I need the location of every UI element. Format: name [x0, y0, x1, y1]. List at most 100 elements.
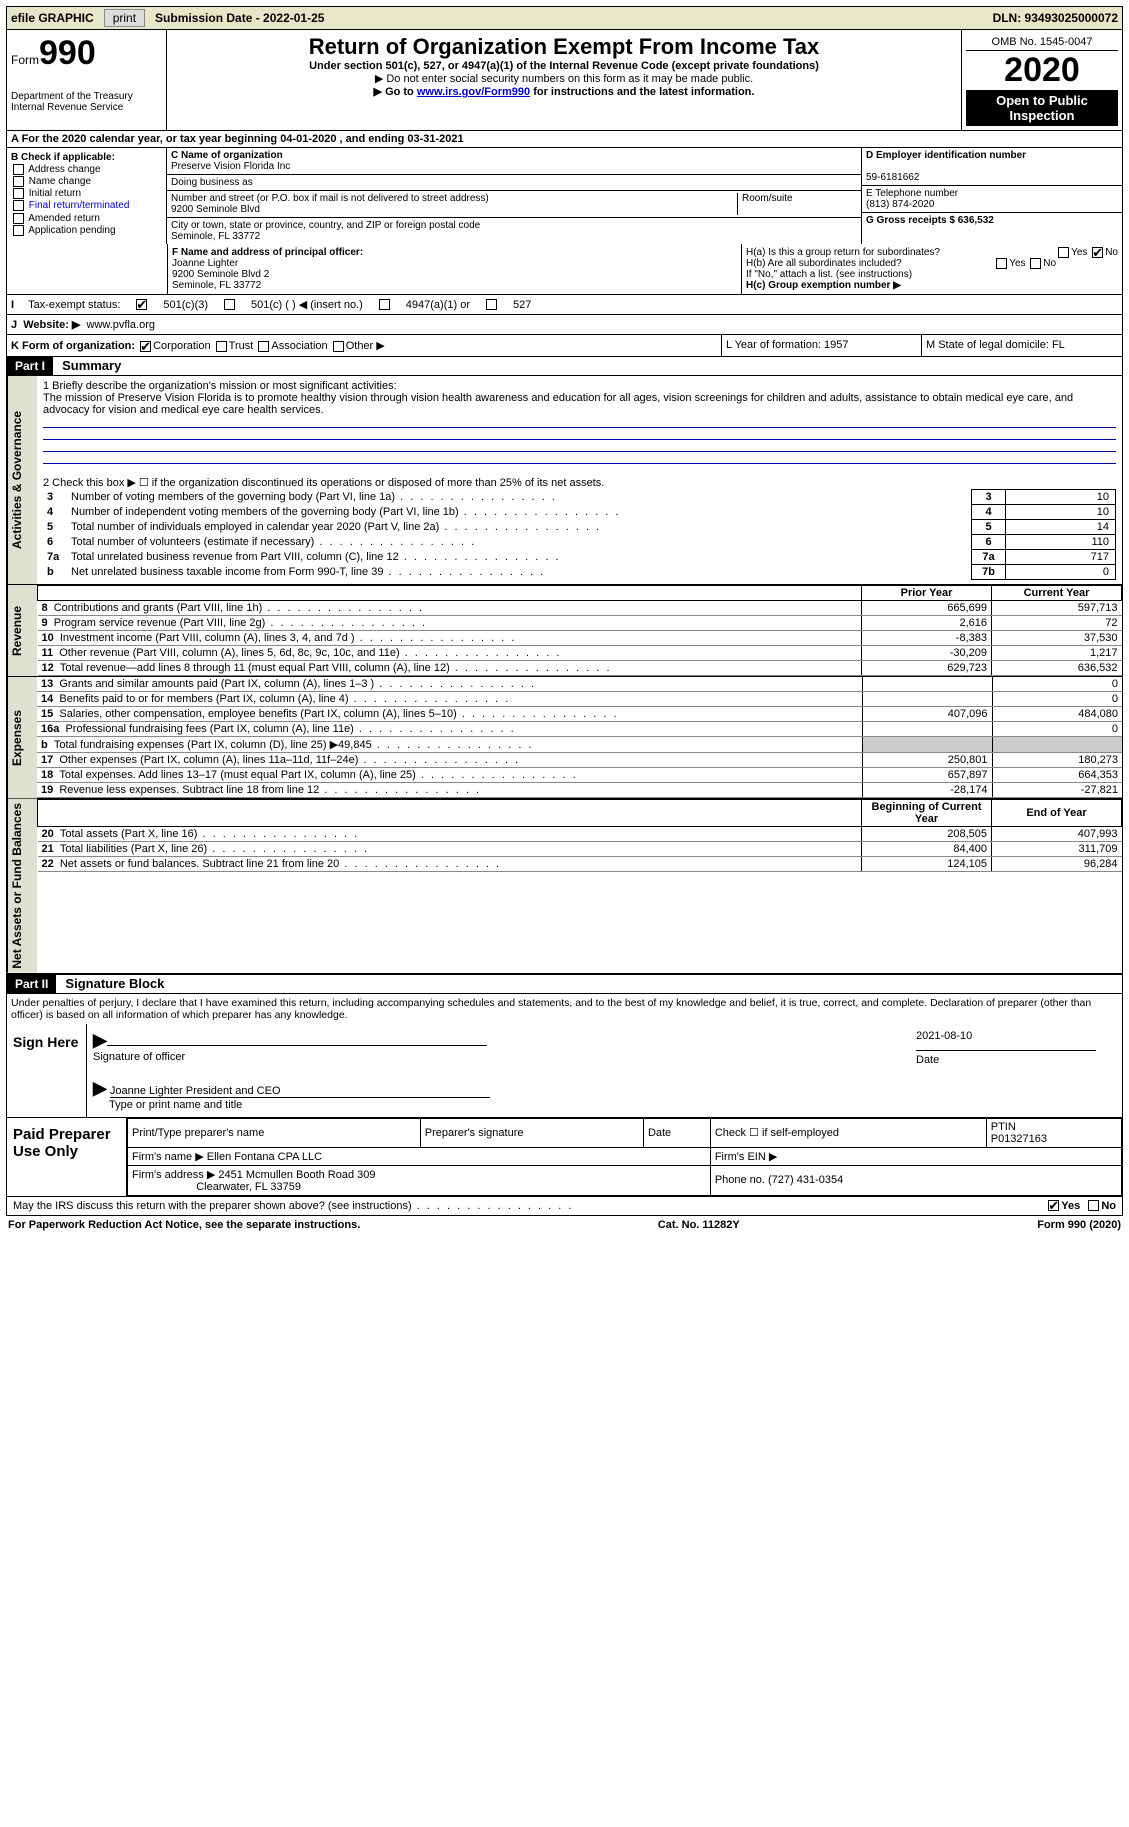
chk-501c[interactable]: [224, 299, 235, 310]
chk-address-change[interactable]: [13, 164, 24, 175]
hc-label: H(c) Group exemption number ▶: [746, 280, 901, 291]
table-row: bNet unrelated business taxable income f…: [43, 565, 1116, 580]
name-title-label: Type or print name and title: [109, 1099, 242, 1111]
dba-label: Doing business as: [171, 177, 253, 188]
table-row: 15 Salaries, other compensation, employe…: [37, 707, 1122, 722]
chk-name-change[interactable]: [13, 176, 24, 187]
city-label: City or town, state or province, country…: [171, 220, 480, 231]
sig-officer-label: Signature of officer: [93, 1051, 185, 1063]
note-goto-post: for instructions and the latest informat…: [530, 86, 754, 98]
side-revenue: Revenue: [7, 585, 37, 676]
note-ssn: ▶ Do not enter social security numbers o…: [171, 72, 957, 85]
c-name-label: C Name of organization: [171, 150, 283, 161]
submission-date: Submission Date - 2022-01-25: [155, 11, 324, 25]
chk-527[interactable]: [486, 299, 497, 310]
org-info-block: B Check if applicable: Address change Na…: [6, 148, 1123, 244]
table-row: 12 Total revenue—add lines 8 through 11 …: [38, 661, 1122, 676]
revenue-block: Revenue Prior YearCurrent Year 8 Contrib…: [6, 585, 1123, 677]
chk-trust[interactable]: [216, 341, 227, 352]
ein-value: 59-6181662: [866, 172, 919, 183]
table-row: 19 Revenue less expenses. Subtract line …: [37, 783, 1122, 798]
netassets-block: Net Assets or Fund Balances Beginning of…: [6, 799, 1123, 974]
side-governance: Activities & Governance: [7, 376, 37, 584]
governance-table: 3Number of voting members of the governi…: [43, 489, 1116, 580]
officer-name-title: Joanne Lighter President and CEO: [110, 1085, 490, 1098]
note-goto-pre: ▶ Go to: [374, 86, 417, 98]
q2-label: 2 Check this box ▶ ☐ if the organization…: [43, 476, 1116, 489]
chk-initial-return[interactable]: [13, 188, 24, 199]
form-header: Form990 Department of the Treasury Inter…: [6, 30, 1123, 131]
discuss-text: May the IRS discuss this return with the…: [13, 1200, 412, 1212]
b-label: B Check if applicable:: [11, 152, 115, 163]
ha-label: H(a) Is this a group return for subordin…: [746, 247, 940, 258]
chk-app-pending[interactable]: [13, 225, 24, 236]
sig-arrow-icon: ▶: [93, 1030, 107, 1050]
hdr-eoy: End of Year: [992, 800, 1122, 827]
perjury-declaration: Under penalties of perjury, I declare th…: [6, 994, 1123, 1024]
table-row: 22 Net assets or fund balances. Subtract…: [38, 857, 1122, 872]
chk-final-return[interactable]: [13, 200, 24, 211]
discuss-row: May the IRS discuss this return with the…: [6, 1197, 1123, 1216]
part1-title: Summary: [56, 358, 121, 373]
paperwork-mid: Cat. No. 11282Y: [658, 1219, 740, 1231]
table-row: 17 Other expenses (Part IX, column (A), …: [37, 753, 1122, 768]
print-button[interactable]: print: [104, 9, 145, 27]
table-row: 10 Investment income (Part VIII, column …: [38, 631, 1122, 646]
officer-addr2: Seminole, FL 33772: [172, 280, 261, 291]
ha-yes[interactable]: [1058, 247, 1069, 258]
part2-title: Signature Block: [59, 976, 164, 991]
officer-addr1: 9200 Seminole Blvd 2: [172, 269, 269, 280]
q1-label: 1 Briefly describe the organization's mi…: [43, 380, 1116, 392]
street-value: 9200 Seminole Blvd: [171, 204, 260, 215]
table-row: 7aTotal unrelated business revenue from …: [43, 550, 1116, 565]
hb-yes[interactable]: [996, 258, 1007, 269]
revenue-table: Prior YearCurrent Year 8 Contributions a…: [37, 585, 1122, 676]
table-row: 3Number of voting members of the governi…: [43, 490, 1116, 505]
ha-no[interactable]: [1092, 247, 1103, 258]
expenses-table: 13 Grants and similar amounts paid (Part…: [37, 677, 1122, 798]
firm-phone: Phone no. (727) 431-0354: [710, 1165, 1121, 1195]
discuss-no[interactable]: [1088, 1200, 1099, 1211]
preparer-table: Print/Type preparer's name Preparer's si…: [127, 1118, 1122, 1196]
paperwork-footer: For Paperwork Reduction Act Notice, see …: [6, 1216, 1123, 1234]
chk-other[interactable]: [333, 341, 344, 352]
chk-corp[interactable]: [140, 341, 151, 352]
hb-no[interactable]: [1030, 258, 1041, 269]
table-row: 9 Program service revenue (Part VIII, li…: [38, 616, 1122, 631]
table-row: 18 Total expenses. Add lines 13–17 (must…: [37, 768, 1122, 783]
irs-link[interactable]: www.irs.gov/Form990: [417, 86, 530, 98]
expenses-block: Expenses 13 Grants and similar amounts p…: [6, 677, 1123, 799]
org-name: Preserve Vision Florida Inc: [171, 161, 290, 172]
ptin-value: P01327163: [991, 1133, 1047, 1145]
f-label: F Name and address of principal officer:: [172, 247, 363, 258]
table-row: 16a Professional fundraising fees (Part …: [37, 722, 1122, 737]
sign-date-label: Date: [916, 1054, 939, 1066]
paperwork-right: Form 990 (2020): [1037, 1219, 1121, 1231]
open-inspection: Open to Public Inspection: [966, 90, 1118, 126]
hb-label: H(b) Are all subordinates included?: [746, 258, 902, 269]
sign-block: Sign Here ▶ Signature of officer 2021-08…: [6, 1024, 1123, 1118]
tel-value: (813) 874-2020: [866, 199, 934, 210]
paperwork-left: For Paperwork Reduction Act Notice, see …: [8, 1219, 360, 1231]
part2-header: Part II Signature Block: [6, 974, 1123, 994]
row-i-tax-status: I Tax-exempt status: 501(c)(3) 501(c) ( …: [6, 295, 1123, 315]
room-label: Room/suite: [742, 193, 793, 204]
preparer-block: Paid Preparer Use Only Print/Type prepar…: [6, 1118, 1123, 1197]
form-label: Form: [11, 53, 39, 67]
discuss-yes[interactable]: [1048, 1200, 1059, 1211]
row-klm: K Form of organization: Corporation Trus…: [6, 335, 1123, 357]
top-bar: efile GRAPHIC print Submission Date - 20…: [6, 6, 1123, 30]
hdr-boy: Beginning of Current Year: [862, 800, 992, 827]
chk-assoc[interactable]: [258, 341, 269, 352]
gross-receipts: G Gross receipts $ 636,532: [866, 215, 994, 226]
dln: DLN: 93493025000072: [993, 11, 1118, 25]
firm-name: Ellen Fontana CPA LLC: [207, 1151, 322, 1163]
prep-selfemp: Check ☐ if self-employed: [710, 1118, 986, 1147]
l-year-formation: L Year of formation: 1957: [722, 335, 922, 356]
tel-label: E Telephone number: [866, 188, 958, 199]
firm-name-label: Firm's name ▶: [132, 1151, 204, 1163]
chk-4947[interactable]: [379, 299, 390, 310]
table-row: 13 Grants and similar amounts paid (Part…: [37, 677, 1122, 692]
chk-501c3[interactable]: [136, 299, 147, 310]
chk-amended[interactable]: [13, 213, 24, 224]
